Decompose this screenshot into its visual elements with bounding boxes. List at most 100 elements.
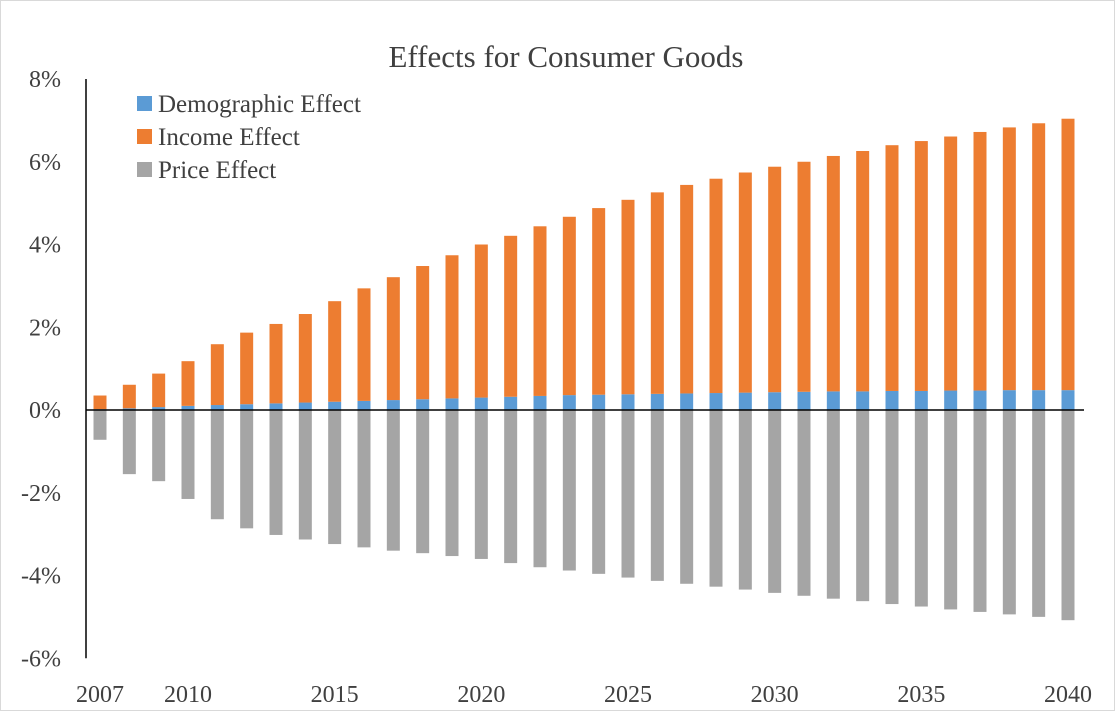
bar-demographic-effect <box>973 390 987 410</box>
bar-price-effect <box>181 410 195 499</box>
bar-price-effect <box>357 410 371 548</box>
bar-demographic-effect <box>944 390 958 410</box>
bar-demographic-effect <box>298 402 312 410</box>
chart-title: Effects for Consumer Goods <box>388 39 743 74</box>
legend-swatch-price-effect <box>137 162 152 177</box>
bar-income-effect <box>386 277 400 401</box>
bar-price-effect <box>328 410 342 545</box>
bar-demographic-effect <box>680 393 694 410</box>
y-tick-label: 6% <box>29 150 61 176</box>
legend-label: Income Effect <box>158 124 300 151</box>
bar-demographic-effect <box>152 407 166 410</box>
bar-demographic-effect <box>885 390 899 410</box>
bar-price-effect <box>152 410 166 482</box>
bar-price-effect <box>797 410 811 596</box>
bar-price-effect <box>738 410 752 590</box>
bar-price-effect <box>562 410 576 571</box>
bar-income-effect <box>914 141 928 391</box>
bar-income-effect <box>856 150 870 392</box>
bar-demographic-effect <box>709 393 723 410</box>
bar-income-effect <box>416 266 430 400</box>
bar-demographic-effect <box>210 405 224 410</box>
bar-price-effect <box>944 410 958 610</box>
bar-income-effect <box>621 199 635 395</box>
bar-income-effect <box>592 208 606 395</box>
bar-income-effect <box>709 178 723 394</box>
bar-income-effect <box>122 384 136 409</box>
x-tick-label: 2030 <box>751 682 799 708</box>
x-tick-label: 2040 <box>1044 682 1092 708</box>
bar-demographic-effect <box>621 394 635 410</box>
bars <box>93 118 1075 621</box>
bar-income-effect <box>944 136 958 391</box>
bar-price-effect <box>504 410 518 564</box>
bar-demographic-effect <box>1002 390 1016 410</box>
legend-label: Price Effect <box>158 157 276 184</box>
bar-income-effect <box>181 361 195 406</box>
bar-income-effect <box>680 184 694 394</box>
bar-income-effect <box>738 172 752 393</box>
y-tick-label: -2% <box>21 481 61 507</box>
bar-income-effect <box>533 226 547 396</box>
bar-price-effect <box>621 410 635 578</box>
legend: Demographic Effect Income Effect Price Eff… <box>137 91 361 184</box>
bar-price-effect <box>445 410 459 557</box>
bar-price-effect <box>709 410 723 587</box>
x-tick-label: 2007 <box>76 682 124 708</box>
bar-income-effect <box>504 235 518 397</box>
bar-income-effect <box>328 301 342 402</box>
x-tick-label: 2025 <box>604 682 652 708</box>
bar-price-effect <box>269 410 283 535</box>
x-axis-ticks: 2007 2010 2015 2020 2025 2030 2035 2040 <box>76 682 1092 708</box>
bar-income-effect <box>1002 127 1016 391</box>
bar-price-effect <box>885 410 899 605</box>
bar-income-effect <box>973 131 987 391</box>
bar-price-effect <box>973 410 987 612</box>
bar-income-effect <box>474 244 488 398</box>
bar-price-effect <box>826 410 840 599</box>
bar-demographic-effect <box>592 394 606 410</box>
bar-income-effect <box>210 344 224 406</box>
y-tick-label: -6% <box>21 646 61 672</box>
bar-demographic-effect <box>474 397 488 410</box>
bar-demographic-effect <box>914 390 928 410</box>
bar-demographic-effect <box>562 395 576 410</box>
bar-price-effect <box>240 410 254 529</box>
bar-income-effect <box>93 395 107 410</box>
legend-label: Demographic Effect <box>158 91 361 118</box>
bar-demographic-effect <box>768 392 782 410</box>
bar-income-effect <box>885 145 899 391</box>
bar-income-effect <box>269 323 283 404</box>
bar-demographic-effect <box>826 391 840 410</box>
bar-price-effect <box>768 410 782 593</box>
x-tick-label: 2020 <box>457 682 505 708</box>
bar-income-effect <box>445 255 459 399</box>
bar-demographic-effect <box>328 401 342 410</box>
legend-swatch-demographic-effect <box>137 96 152 111</box>
bar-income-effect <box>826 155 840 392</box>
bar-demographic-effect <box>1032 390 1046 410</box>
x-tick-label: 2035 <box>897 682 945 708</box>
bar-price-effect <box>298 410 312 540</box>
bar-income-effect <box>240 332 254 405</box>
bar-price-effect <box>533 410 547 568</box>
bar-income-effect <box>650 192 664 394</box>
bar-income-effect <box>562 216 576 396</box>
bar-income-effect <box>152 373 166 408</box>
bar-demographic-effect <box>357 400 371 410</box>
bar-income-effect <box>1032 123 1046 391</box>
y-tick-label: 4% <box>29 233 61 259</box>
bar-demographic-effect <box>181 405 195 410</box>
bar-demographic-effect <box>738 392 752 410</box>
bar-demographic-effect <box>386 400 400 410</box>
bar-price-effect <box>386 410 400 551</box>
x-tick-label: 2015 <box>311 682 359 708</box>
bar-income-effect <box>768 166 782 393</box>
bar-price-effect <box>1061 410 1075 621</box>
bar-income-effect <box>797 161 811 392</box>
bar-price-effect <box>592 410 606 574</box>
bar-income-effect <box>298 314 312 403</box>
bar-price-effect <box>93 410 107 440</box>
bar-price-effect <box>122 410 136 475</box>
